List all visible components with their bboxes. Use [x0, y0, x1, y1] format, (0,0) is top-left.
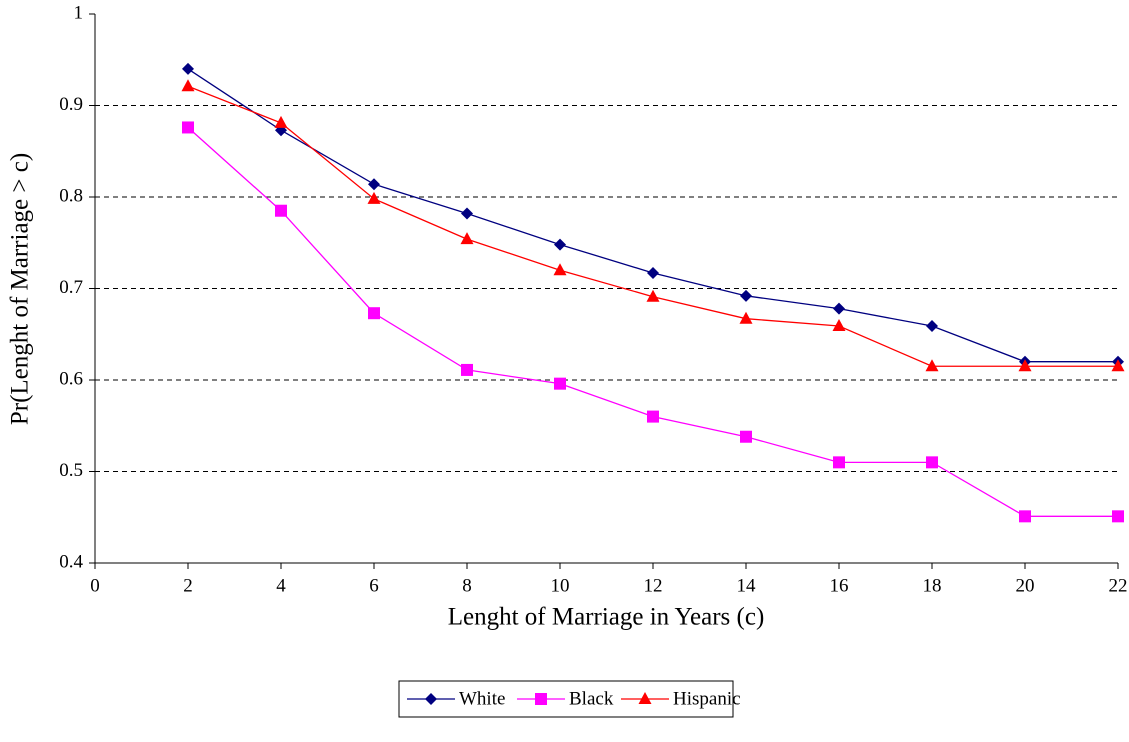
data-point [1111, 359, 1125, 372]
legend-marker [638, 692, 652, 704]
data-point [368, 178, 380, 191]
data-point [647, 266, 659, 279]
data-point [646, 289, 660, 302]
data-point [833, 456, 845, 469]
data-point [926, 456, 938, 469]
x-tick-label: 16 [830, 575, 849, 596]
x-tick-label: 4 [276, 575, 286, 596]
data-point [367, 191, 381, 204]
data-point [739, 311, 753, 324]
series-line [187, 85, 1118, 367]
legend-label: Black [569, 688, 614, 709]
x-tick-label: 22 [1109, 575, 1128, 596]
x-tick-label: 14 [737, 575, 757, 596]
legend-label: Hispanic [673, 688, 741, 709]
data-point [1019, 510, 1031, 523]
data-point [368, 307, 380, 320]
data-point [554, 377, 566, 390]
legend-marker [535, 693, 547, 705]
data-point [740, 430, 752, 443]
x-tick-label: 18 [923, 575, 942, 596]
data-point [274, 115, 288, 128]
x-tick-label: 20 [1016, 575, 1035, 596]
legend-marker [425, 693, 437, 705]
legend-label: White [459, 688, 505, 709]
x-tick-label: 0 [90, 575, 100, 596]
x-tick-label: 10 [551, 575, 570, 596]
series-line [187, 68, 1118, 363]
data-point [926, 320, 938, 333]
series-line [187, 126, 1118, 517]
x-tick-label: 2 [183, 575, 193, 596]
data-point [553, 263, 567, 276]
y-tick-label: 0.6 [59, 368, 83, 389]
data-point [833, 302, 845, 315]
data-point [182, 121, 194, 134]
data-point [461, 363, 473, 376]
x-tick-label: 8 [462, 575, 472, 596]
data-point [740, 289, 752, 302]
y-tick-label: 0.4 [59, 551, 83, 572]
y-tick-label: 1 [74, 2, 84, 23]
y-axis-title: Pr(Lenght of Marriage > c) [7, 153, 34, 425]
y-tick-label: 0.8 [59, 185, 83, 206]
y-tick-label: 0.9 [59, 94, 83, 115]
y-tick-label: 0.5 [59, 460, 83, 481]
data-point [832, 319, 846, 332]
data-point [460, 232, 474, 245]
data-point [1018, 359, 1032, 372]
data-point [182, 62, 194, 75]
x-tick-label: 12 [644, 575, 663, 596]
data-point [275, 204, 287, 217]
data-point [554, 238, 566, 251]
data-point [647, 410, 659, 423]
y-tick-label: 0.7 [59, 277, 83, 298]
x-tick-label: 6 [369, 575, 379, 596]
x-axis-title: Lenght of Marriage in Years (c) [448, 604, 765, 631]
data-point [925, 359, 939, 372]
data-point [1112, 510, 1124, 523]
data-point [461, 207, 473, 220]
data-point [181, 79, 195, 92]
